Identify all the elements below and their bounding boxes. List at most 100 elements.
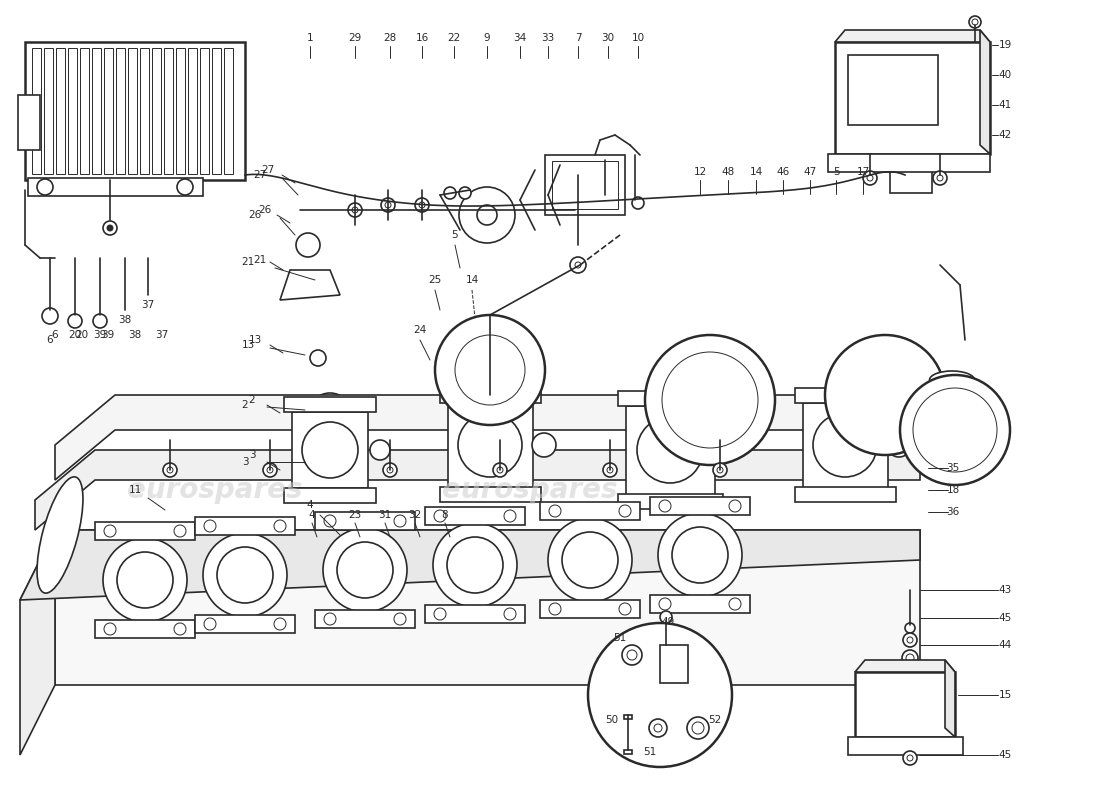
Text: 32: 32 bbox=[408, 510, 421, 520]
Text: 3: 3 bbox=[242, 457, 249, 467]
Circle shape bbox=[217, 547, 273, 603]
Circle shape bbox=[415, 198, 429, 212]
Circle shape bbox=[434, 608, 446, 620]
Circle shape bbox=[204, 533, 287, 617]
Circle shape bbox=[813, 413, 877, 477]
Circle shape bbox=[588, 623, 732, 767]
Text: 20: 20 bbox=[68, 330, 81, 340]
Circle shape bbox=[163, 463, 177, 477]
Circle shape bbox=[688, 717, 710, 739]
Bar bbox=[315, 512, 415, 530]
Text: 29: 29 bbox=[349, 33, 362, 43]
Text: 26: 26 bbox=[249, 210, 262, 220]
Text: 6: 6 bbox=[52, 330, 58, 340]
Polygon shape bbox=[835, 30, 990, 42]
Text: 5: 5 bbox=[833, 167, 839, 177]
Circle shape bbox=[447, 537, 503, 593]
Bar bbox=[795, 487, 896, 502]
Bar bbox=[540, 600, 640, 618]
Circle shape bbox=[645, 335, 775, 465]
Circle shape bbox=[575, 262, 581, 268]
Circle shape bbox=[348, 203, 362, 217]
Circle shape bbox=[117, 552, 173, 608]
Circle shape bbox=[174, 525, 186, 537]
Circle shape bbox=[42, 308, 58, 324]
Bar bbox=[618, 494, 723, 509]
Circle shape bbox=[549, 505, 561, 517]
Polygon shape bbox=[55, 395, 920, 480]
Bar bbox=[224, 48, 233, 174]
Circle shape bbox=[274, 520, 286, 532]
Circle shape bbox=[324, 515, 336, 527]
Bar bbox=[624, 715, 632, 719]
Circle shape bbox=[394, 515, 406, 527]
Bar bbox=[284, 397, 376, 412]
Bar bbox=[140, 48, 148, 174]
Bar bbox=[552, 161, 618, 209]
Circle shape bbox=[864, 171, 877, 185]
Circle shape bbox=[296, 233, 320, 257]
Circle shape bbox=[323, 528, 407, 612]
Circle shape bbox=[713, 463, 727, 477]
Circle shape bbox=[103, 221, 117, 235]
Text: 24: 24 bbox=[414, 325, 427, 335]
Circle shape bbox=[174, 623, 186, 635]
Text: 20: 20 bbox=[76, 330, 89, 340]
Circle shape bbox=[649, 719, 667, 737]
Text: 30: 30 bbox=[602, 33, 615, 43]
Text: 23: 23 bbox=[349, 510, 362, 520]
Text: 21: 21 bbox=[241, 257, 254, 267]
Bar bbox=[890, 165, 932, 193]
Circle shape bbox=[908, 755, 913, 761]
Bar bbox=[95, 620, 195, 638]
Text: 42: 42 bbox=[999, 130, 1012, 140]
Circle shape bbox=[867, 175, 873, 181]
Text: 13: 13 bbox=[249, 335, 262, 345]
Text: 17: 17 bbox=[857, 167, 870, 177]
Circle shape bbox=[167, 467, 173, 473]
Circle shape bbox=[104, 525, 116, 537]
Text: 11: 11 bbox=[129, 485, 142, 495]
Text: 13: 13 bbox=[241, 340, 254, 350]
Circle shape bbox=[729, 500, 741, 512]
Circle shape bbox=[324, 613, 336, 625]
Text: 21: 21 bbox=[253, 255, 266, 265]
Text: 25: 25 bbox=[428, 275, 441, 285]
Bar bbox=[104, 48, 113, 174]
Circle shape bbox=[660, 611, 672, 623]
Circle shape bbox=[37, 179, 53, 195]
Circle shape bbox=[318, 403, 342, 427]
Circle shape bbox=[458, 413, 522, 477]
Bar bbox=[55, 530, 920, 685]
Text: 49: 49 bbox=[661, 617, 674, 627]
Text: 38: 38 bbox=[129, 330, 142, 340]
Circle shape bbox=[562, 532, 618, 588]
Circle shape bbox=[913, 388, 997, 472]
Polygon shape bbox=[280, 270, 340, 300]
Text: 22: 22 bbox=[448, 33, 461, 43]
Text: 27: 27 bbox=[253, 170, 266, 180]
Bar bbox=[28, 178, 204, 196]
Bar bbox=[835, 42, 990, 154]
Circle shape bbox=[937, 175, 943, 181]
Circle shape bbox=[659, 598, 671, 610]
Bar bbox=[660, 645, 688, 683]
Circle shape bbox=[381, 198, 395, 212]
Circle shape bbox=[658, 513, 742, 597]
Text: 31: 31 bbox=[378, 510, 392, 520]
Text: 45: 45 bbox=[999, 613, 1012, 623]
Text: 33: 33 bbox=[541, 33, 554, 43]
Text: 28: 28 bbox=[384, 33, 397, 43]
Circle shape bbox=[637, 417, 703, 483]
Bar bbox=[56, 48, 65, 174]
Bar bbox=[848, 55, 938, 125]
Circle shape bbox=[903, 751, 917, 765]
Text: 41: 41 bbox=[999, 100, 1012, 110]
Circle shape bbox=[504, 608, 516, 620]
Circle shape bbox=[103, 538, 187, 622]
Polygon shape bbox=[35, 450, 920, 530]
Bar bbox=[803, 403, 888, 488]
Text: 37: 37 bbox=[155, 330, 168, 340]
Text: 45: 45 bbox=[999, 750, 1012, 760]
Circle shape bbox=[902, 650, 918, 666]
